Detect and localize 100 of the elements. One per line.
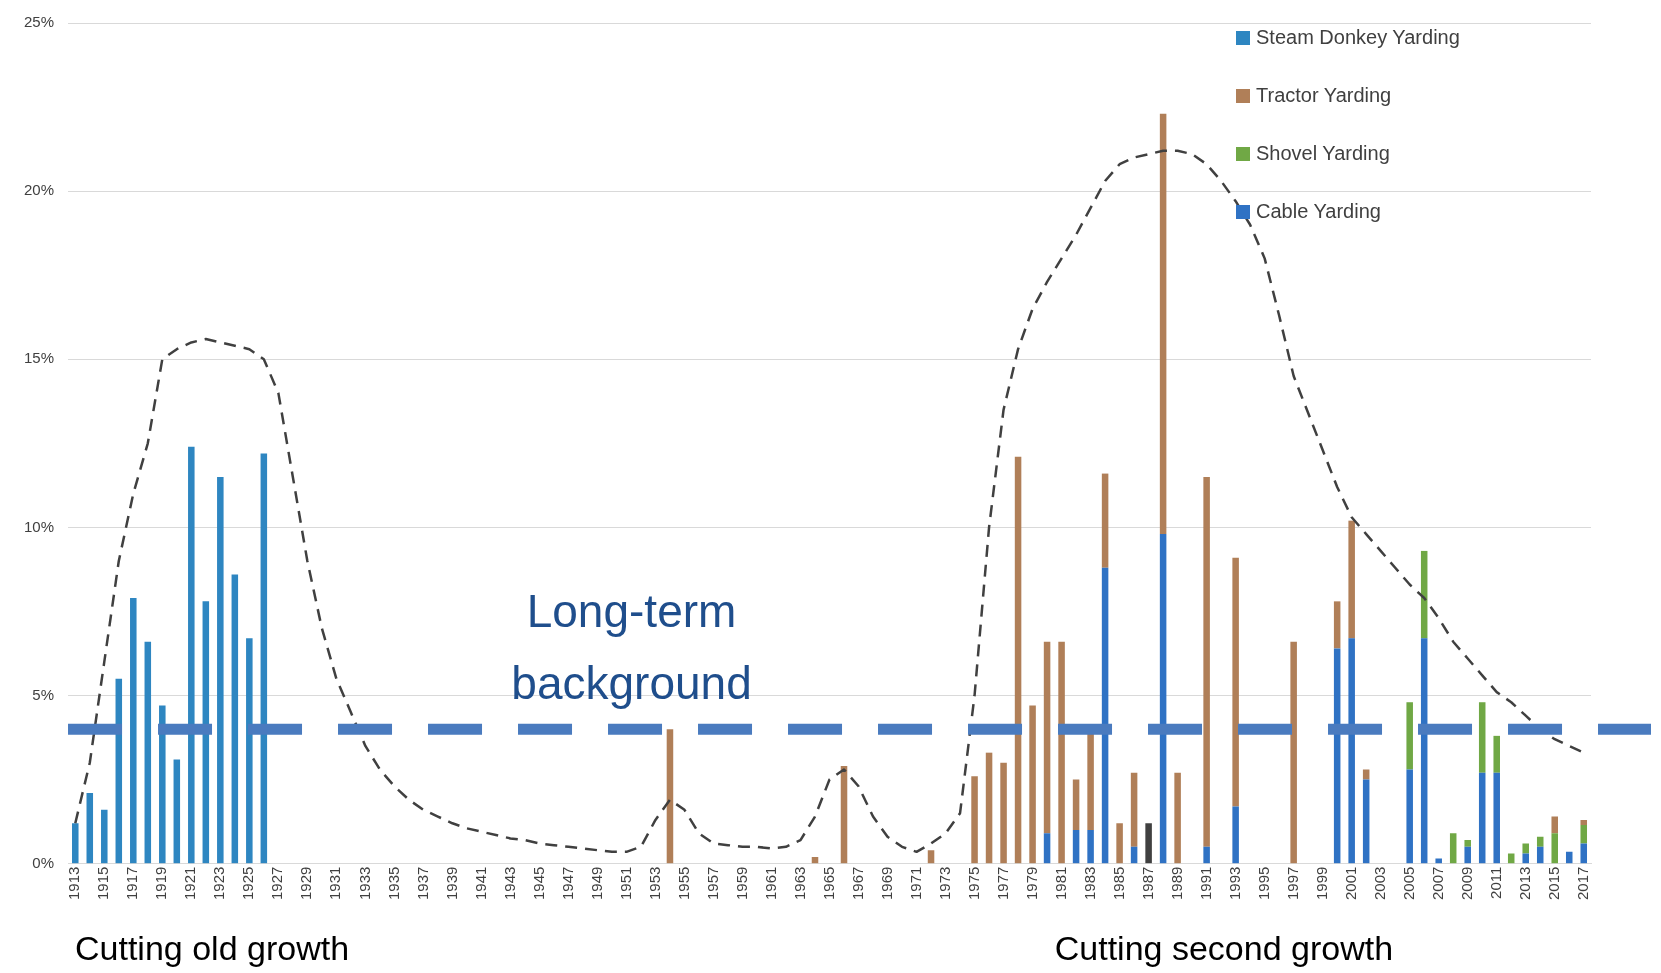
x-tick-label: 2007: [1428, 866, 1446, 901]
bar: [1406, 702, 1413, 770]
x-tick-label: 1933: [355, 866, 373, 901]
x-tick-label: 1995: [1254, 866, 1272, 901]
bar: [1493, 772, 1500, 864]
bar: [1043, 833, 1051, 864]
bar: [144, 641, 152, 864]
bar: [1232, 806, 1239, 864]
bar: [1348, 638, 1355, 864]
x-tick-label: 2001: [1341, 866, 1359, 901]
bar: [1464, 846, 1471, 864]
bar: [1435, 858, 1442, 864]
x-tick-label: 1915: [94, 866, 112, 901]
bar: [1087, 830, 1094, 864]
bar: [72, 823, 79, 864]
x-tick-label: 1951: [616, 866, 634, 901]
x-tick-label: 1929: [297, 866, 315, 901]
bar: [1493, 735, 1500, 773]
bar: [1130, 846, 1138, 864]
bar: [1362, 769, 1370, 780]
x-tick-label: 1921: [181, 866, 199, 901]
bar: [666, 729, 674, 864]
bar: [1130, 772, 1138, 847]
y-tick-label: 10%: [23, 517, 55, 535]
y-tick-label: 5%: [32, 685, 55, 703]
bar: [1478, 772, 1486, 864]
bar: [188, 446, 195, 864]
bar: [1174, 772, 1181, 864]
bar: [1072, 830, 1080, 864]
bar: [1522, 843, 1529, 854]
bar: [260, 453, 268, 864]
bar: [1029, 705, 1036, 864]
x-tick-label: 2005: [1399, 866, 1417, 901]
bar: [1145, 823, 1152, 864]
x-tick-label: 1947: [558, 866, 576, 901]
bar: [1580, 824, 1588, 844]
bar: [1551, 833, 1558, 864]
bar: [1203, 476, 1210, 847]
bar: [1464, 840, 1471, 847]
x-tick-label: 1935: [384, 866, 402, 901]
y-tick-label: 25%: [23, 13, 55, 31]
x-tick-label: 2009: [1457, 866, 1475, 901]
bar: [1043, 641, 1051, 834]
x-tick-label: 1997: [1283, 866, 1301, 901]
bar: [1159, 113, 1167, 535]
x-tick-label: 1981: [1051, 866, 1069, 901]
x-tick-label: 2003: [1370, 866, 1388, 901]
x-tick-label: 2017: [1573, 866, 1591, 901]
x-tick-label: 1923: [210, 866, 228, 901]
bar: [1449, 833, 1457, 864]
bar: [159, 705, 166, 864]
bar: [1290, 641, 1297, 864]
x-tick-label: 1961: [761, 866, 779, 901]
bar: [1478, 702, 1486, 773]
bar: [1522, 853, 1529, 864]
ref-line-label: Long-term background: [511, 585, 752, 710]
x-tick-label: 1987: [1138, 866, 1156, 901]
bar: [1072, 779, 1080, 831]
x-tick-label: 1993: [1225, 866, 1243, 901]
x-tick-label: 1941: [471, 866, 489, 901]
x-tick-label: 1959: [732, 866, 750, 901]
legend-label: Steam Donkey Yarding: [1256, 25, 1460, 48]
x-tick-label: 1919: [152, 866, 170, 901]
x-tick-label: 2013: [1515, 866, 1533, 901]
x-tick-label: 1953: [645, 866, 663, 901]
bar: [217, 476, 224, 864]
x-tick-label: 1931: [326, 866, 344, 901]
bar: [130, 597, 137, 864]
x-tick-label: 1971: [906, 866, 924, 901]
x-tick-label: 1943: [500, 866, 518, 901]
bar: [1551, 816, 1558, 834]
x-tick-label: 1991: [1196, 866, 1214, 901]
x-tick-label: 1917: [123, 866, 141, 901]
bar: [1058, 641, 1065, 864]
bar: [1348, 520, 1355, 639]
x-tick-label: 1999: [1312, 866, 1330, 901]
bar: [1536, 846, 1544, 864]
bar: [1232, 557, 1239, 807]
x-tick-label: 1983: [1080, 866, 1098, 901]
bar: [231, 574, 239, 864]
x-tick-label: 1973: [935, 866, 953, 901]
bar: [1580, 819, 1588, 825]
bar: [1333, 601, 1341, 649]
x-tick-label: 1989: [1167, 866, 1185, 901]
bar: [1203, 846, 1210, 864]
bar: [1116, 823, 1123, 864]
bar: [101, 809, 108, 864]
x-tick-label: 2015: [1544, 866, 1562, 901]
y-tick-label: 15%: [23, 349, 55, 367]
x-tick-label: 1975: [964, 866, 982, 901]
x-tick-label: 1963: [790, 866, 808, 901]
legend-label: Tractor Yarding: [1256, 83, 1392, 106]
y-tick-label: 0%: [32, 853, 55, 871]
x-tick-label: 2011: [1486, 866, 1504, 899]
x-tick-label: 1949: [587, 866, 605, 901]
bar: [1362, 779, 1370, 864]
x-tick-label: 1913: [65, 866, 83, 901]
x-tick-label: 1985: [1109, 866, 1127, 901]
x-tick-label: 1955: [674, 866, 692, 901]
legend-label: Shovel Yarding: [1256, 141, 1390, 164]
